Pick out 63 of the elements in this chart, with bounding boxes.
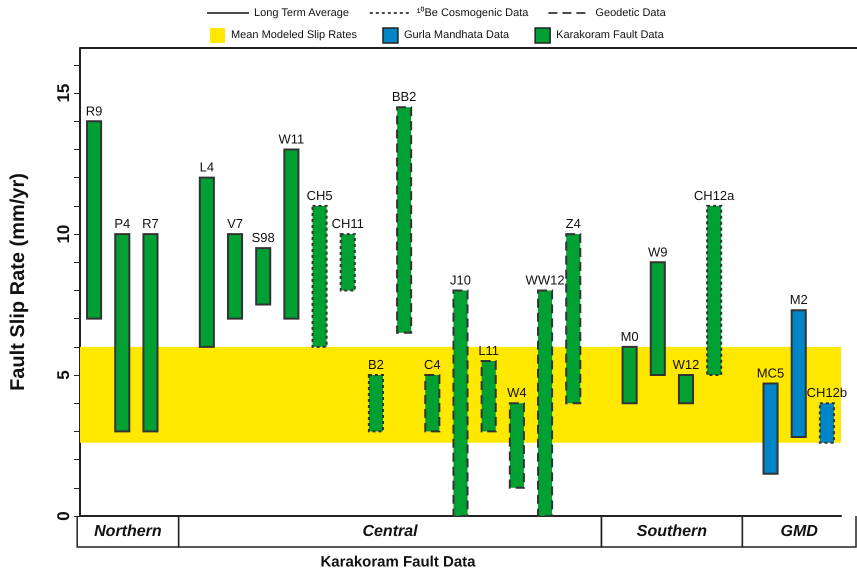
x-tick-label: R7 (142, 216, 159, 232)
x-tick-label: S98 (252, 230, 275, 246)
x-tick-label: BB2 (392, 89, 416, 104)
y-axis-title: Fault Slip Rate (mm/yr) (7, 173, 29, 391)
bar (226, 233, 244, 320)
x-tick-label: R9 (86, 103, 102, 118)
text: GMD (780, 523, 818, 540)
x-tick-label: WW12 (526, 272, 565, 288)
bar (678, 374, 694, 404)
bar (537, 289, 554, 517)
x-tick-label: CH5 (306, 188, 333, 203)
x-tick-label: B2 (368, 357, 384, 372)
text: ¹⁰Be Cosmogenic Data (416, 6, 530, 19)
x-tick-label: W12 (672, 357, 700, 372)
bar (142, 233, 159, 432)
bar (565, 233, 582, 404)
bar (340, 233, 356, 292)
y-tick-label: 10 (54, 224, 73, 244)
x-tick-label: C4 (424, 357, 441, 372)
x-tick-label: MC5 (756, 365, 784, 380)
bar (452, 289, 469, 517)
bar (396, 106, 412, 334)
bar (818, 402, 835, 444)
x-tick-label: P4 (114, 216, 130, 232)
x-tick-label: CH11 (332, 216, 364, 232)
bar (622, 346, 638, 404)
x-tick-label: L4 (200, 160, 214, 175)
text: Central (362, 523, 418, 540)
bar (508, 402, 525, 489)
x-tick-label: CH12a (694, 188, 736, 203)
x-tick-label: M2 (790, 292, 808, 308)
text: Northern (94, 523, 162, 540)
x-axis-title: Karakoram Fault Data (320, 554, 476, 570)
bar (312, 204, 328, 348)
y-tick-label: 0 (54, 511, 73, 521)
text: Long Term Average (254, 7, 349, 19)
bar (86, 120, 102, 320)
legend-label: Mean Modeled Slip Rates (231, 29, 358, 41)
bar (706, 204, 722, 376)
x-tick-label: W11 (278, 131, 304, 146)
text: Geodetic Data (595, 7, 667, 19)
x-tick-label: M0 (620, 328, 639, 344)
bar (198, 176, 215, 348)
legend-label: Karakoram Fault Data (556, 29, 665, 41)
x-tick-label: W9 (648, 244, 668, 260)
x-tick-label: J10 (450, 272, 471, 288)
bar (790, 309, 807, 438)
bar (762, 382, 779, 475)
bar (255, 247, 272, 306)
bar (424, 374, 440, 432)
y-tick-label: 15 (54, 84, 73, 103)
bar (650, 261, 666, 376)
x-tick-label: V7 (227, 216, 243, 232)
x-tick-label: W4 (507, 385, 527, 400)
bar (114, 233, 130, 432)
legend-label: Gurla Mandhata Data (404, 29, 510, 41)
bar (283, 148, 300, 320)
x-tick-label: Z4 (566, 216, 581, 232)
text: Southern (636, 523, 708, 540)
y-tick-label: 5 (54, 370, 73, 380)
bar (480, 360, 497, 432)
bar (368, 374, 384, 432)
x-tick-label: L11 (478, 342, 500, 358)
